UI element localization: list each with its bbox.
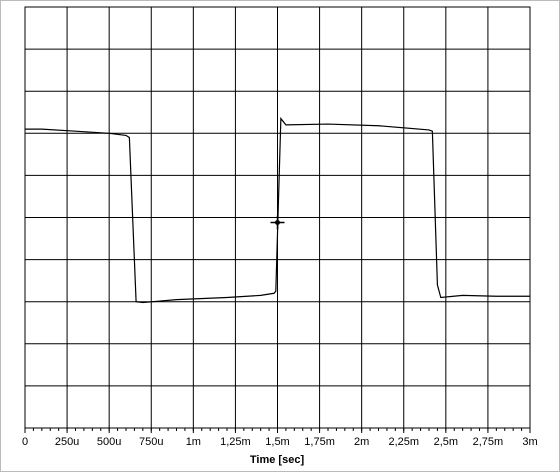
- x-tick-label: 2m: [354, 436, 369, 448]
- x-tick-label: 1m: [186, 436, 201, 448]
- signal-line: [25, 116, 530, 304]
- x-tick-label: 2,75m: [473, 436, 504, 448]
- x-tick-label: 2,5m: [434, 436, 458, 448]
- x-tick-label: 0: [22, 436, 28, 448]
- x-tick-label: 250u: [55, 436, 79, 448]
- x-tick-label: 1,25m: [220, 436, 251, 448]
- x-tick-label: 500u: [97, 436, 121, 448]
- x-tick-label: 2,25m: [388, 436, 419, 448]
- x-tick-label: 750u: [139, 436, 163, 448]
- x-tick-label: 1,75m: [304, 436, 335, 448]
- x-axis-label: Time [sec]: [250, 454, 305, 466]
- x-tick-label: 1,5m: [265, 436, 289, 448]
- x-tick-label: 3m: [522, 436, 537, 448]
